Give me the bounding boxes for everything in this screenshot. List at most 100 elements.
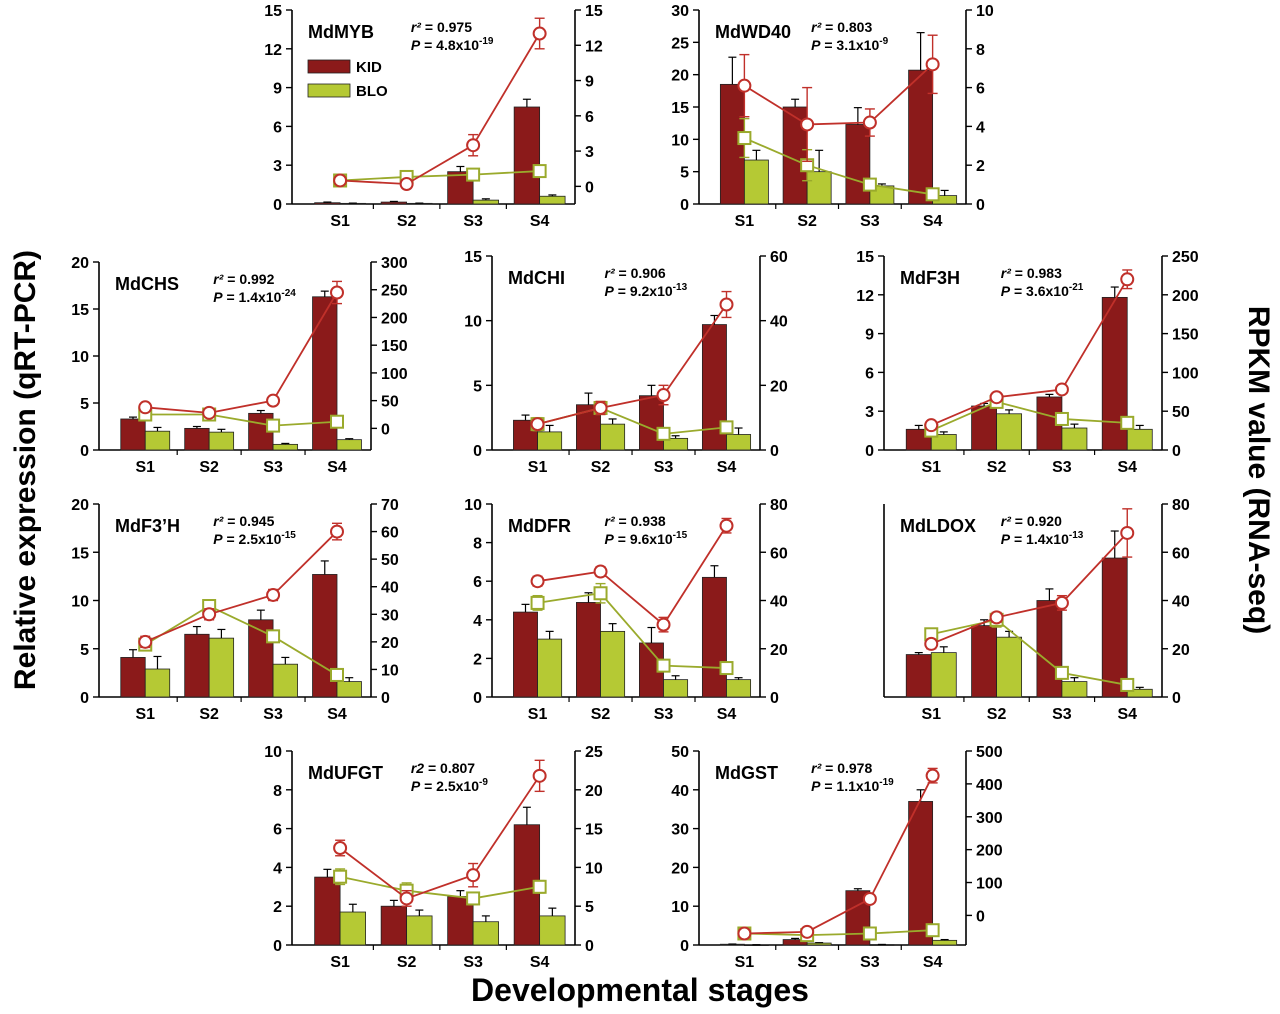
right-tick-label: 0 xyxy=(381,690,390,707)
stat-r2: r2 = 0.807 xyxy=(411,760,475,776)
x-tick-label: S1 xyxy=(528,459,548,476)
bar-blo xyxy=(537,431,563,451)
right-tick-label: 0 xyxy=(1172,690,1181,707)
rnaseq-point-kid xyxy=(399,891,414,906)
left-tick-label: 0 xyxy=(865,443,874,460)
rnaseq-point-blo xyxy=(333,869,348,884)
stat-p: P = 9.2x10-13 xyxy=(605,282,688,299)
stat-r2: r² = 0.938 xyxy=(605,513,666,529)
bar-kid xyxy=(908,801,934,946)
bar-blo xyxy=(806,942,832,946)
bar-kid xyxy=(184,633,210,698)
x-tick-label: S4 xyxy=(923,954,943,971)
panel-mdwd40: 0 5 10 15 20 25 30 0 2 4 6 8 10 S1 S2 S3 S4 MdWD40 r² = 0.… xyxy=(671,3,994,230)
right-tick-label: 50 xyxy=(381,552,399,569)
right-tick-label: 20 xyxy=(585,783,603,800)
bar-blo xyxy=(1061,427,1088,451)
right-tick-label: 40 xyxy=(1172,594,1190,611)
x-tick-label: S1 xyxy=(135,459,155,476)
stat-r2: r² = 0.803 xyxy=(811,19,872,35)
rnaseq-line-kid xyxy=(930,532,1128,645)
left-tick-label: 20 xyxy=(671,860,689,877)
left-tick-label: 12 xyxy=(264,42,282,59)
panel-mdf3h: 0 5 10 15 20 0 10 20 30 40 50 60 70 S1 S2 S3 S4 MdF3’H r² … xyxy=(71,497,399,723)
panel-title: MdCHS xyxy=(115,274,179,294)
bar-blo xyxy=(272,443,298,451)
rnaseq-point-kid xyxy=(925,768,940,783)
bar-kid xyxy=(639,395,664,451)
right-tick-label: 2 xyxy=(976,158,985,175)
rnaseq-point-kid xyxy=(138,400,153,415)
bar-blo xyxy=(743,159,769,205)
x-tick-label: S1 xyxy=(528,706,548,723)
rnaseq-point-kid xyxy=(266,587,281,602)
rnaseq-point-kid xyxy=(266,393,281,408)
left-tick-label: 0 xyxy=(473,443,482,460)
right-tick-label: 200 xyxy=(381,310,408,327)
bar-blo xyxy=(208,431,235,451)
right-tick-label: 0 xyxy=(976,197,985,214)
right-tick-label: 60 xyxy=(770,249,788,266)
left-tick-label: 50 xyxy=(671,744,689,761)
rnaseq-point-kid xyxy=(656,388,671,403)
bar-kid xyxy=(971,405,997,451)
rnaseq-point-kid xyxy=(737,926,752,941)
right-tick-label: 20 xyxy=(770,642,788,659)
left-tick-label: 5 xyxy=(80,642,89,659)
x-axis-label: Developmental stages xyxy=(471,972,809,1008)
right-tick-label: 60 xyxy=(1172,545,1190,562)
right-tick-label: 0 xyxy=(585,179,594,196)
right-tick-label: 5 xyxy=(585,899,594,916)
panel-title: MdWD40 xyxy=(715,22,791,42)
rnaseq-point-kid xyxy=(532,26,547,41)
rnaseq-point-kid xyxy=(924,636,939,651)
x-tick-label: S2 xyxy=(591,706,611,723)
left-tick-label: 10 xyxy=(671,899,689,916)
right-tick-label: 10 xyxy=(381,662,399,679)
rnaseq-point-blo xyxy=(266,418,281,433)
left-tick-label: 6 xyxy=(273,119,282,136)
rnaseq-point-kid xyxy=(1054,382,1069,397)
left-tick-label: 2 xyxy=(273,899,282,916)
panel-title: MdDFR xyxy=(508,516,571,536)
x-tick-label: S3 xyxy=(860,213,880,230)
bar-blo xyxy=(932,939,958,946)
left-tick-label: 20 xyxy=(71,255,89,272)
bar-blo xyxy=(806,171,832,205)
rnaseq-point-blo xyxy=(330,667,344,682)
left-tick-label: 15 xyxy=(464,249,482,266)
bar-blo xyxy=(996,636,1023,698)
x-tick-label: S3 xyxy=(263,706,283,723)
stat-p: P = 1.1x10-19 xyxy=(811,777,894,794)
bar-blo xyxy=(539,915,566,946)
x-tick-label: S4 xyxy=(327,459,347,476)
bar-blo xyxy=(144,430,171,451)
rnaseq-point-blo xyxy=(530,595,545,610)
x-tick-label: S2 xyxy=(987,706,1007,723)
rnaseq-line-kid xyxy=(537,525,728,626)
bar-blo xyxy=(539,195,566,205)
right-tick-label: 150 xyxy=(1172,327,1199,344)
right-tick-label: 80 xyxy=(770,497,788,514)
rnaseq-point-blo xyxy=(656,658,671,673)
bar-blo xyxy=(339,911,366,946)
left-tick-label: 15 xyxy=(264,3,282,20)
rnaseq-point-kid xyxy=(800,924,815,939)
bar-kid xyxy=(905,654,932,698)
x-tick-label: S2 xyxy=(987,459,1007,476)
panel-title: MdF3’H xyxy=(115,516,180,536)
stat-p: P = 1.4x10-13 xyxy=(1001,530,1084,547)
rnaseq-line-blo xyxy=(931,618,1128,686)
x-tick-label: S4 xyxy=(530,213,550,230)
x-tick-label: S4 xyxy=(717,706,737,723)
right-tick-label: 6 xyxy=(585,109,594,126)
right-tick-label: 40 xyxy=(770,314,788,331)
x-tick-label: S1 xyxy=(921,706,941,723)
panel-title: MdMYB xyxy=(308,22,374,42)
x-tick-label: S1 xyxy=(735,954,755,971)
rnaseq-line-kid xyxy=(144,530,338,643)
stat-r2: r² = 0.992 xyxy=(213,271,274,287)
right-tick-label: 500 xyxy=(976,744,1003,761)
bar-kid xyxy=(701,576,727,698)
